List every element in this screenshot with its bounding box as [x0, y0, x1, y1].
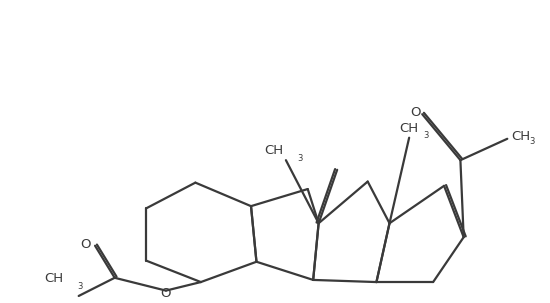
Text: CH: CH	[264, 145, 283, 158]
Text: 3: 3	[424, 132, 428, 141]
Text: O: O	[410, 106, 421, 119]
Text: O: O	[80, 238, 91, 251]
Text: O: O	[161, 287, 171, 300]
Text: 3: 3	[78, 281, 83, 291]
Text: 3: 3	[529, 137, 535, 146]
Text: CH: CH	[400, 122, 419, 135]
Text: CH: CH	[512, 130, 531, 142]
Text: 3: 3	[297, 154, 302, 163]
Text: CH: CH	[45, 272, 63, 285]
